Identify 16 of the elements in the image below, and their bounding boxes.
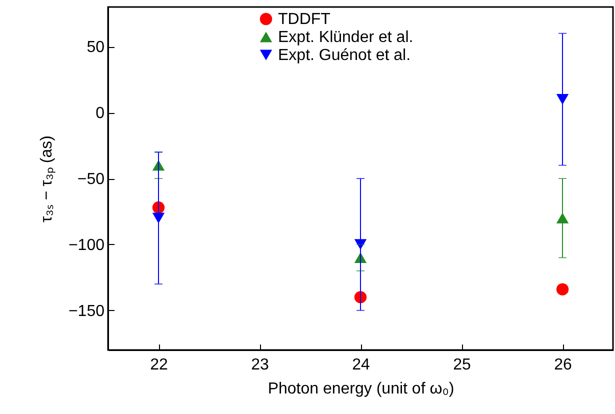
legend-label: Expt. Guénot et al. xyxy=(278,47,411,64)
y-tick-label: −150 xyxy=(68,302,105,320)
y-tick-label: −100 xyxy=(68,236,105,254)
x-tick-label: 23 xyxy=(251,356,269,374)
y-axis-title: τ₃ₛ − τ₃ₚ (as) xyxy=(38,136,56,222)
x-tick-label: 24 xyxy=(352,356,370,374)
x-tick-label: 22 xyxy=(150,356,168,374)
x-tick-label: 26 xyxy=(554,356,572,374)
y-tick-label: −50 xyxy=(77,171,105,188)
x-axis-title: Photon energy (unit of ω₀) xyxy=(268,380,454,398)
legend-label: TDDFT xyxy=(278,11,331,28)
y-tick-label: 0 xyxy=(96,105,105,122)
x-tick-label: 25 xyxy=(453,356,471,374)
point xyxy=(556,283,569,296)
y-tick-label: 50 xyxy=(86,39,105,56)
legend-label: Expt. Klünder et al. xyxy=(278,29,414,46)
